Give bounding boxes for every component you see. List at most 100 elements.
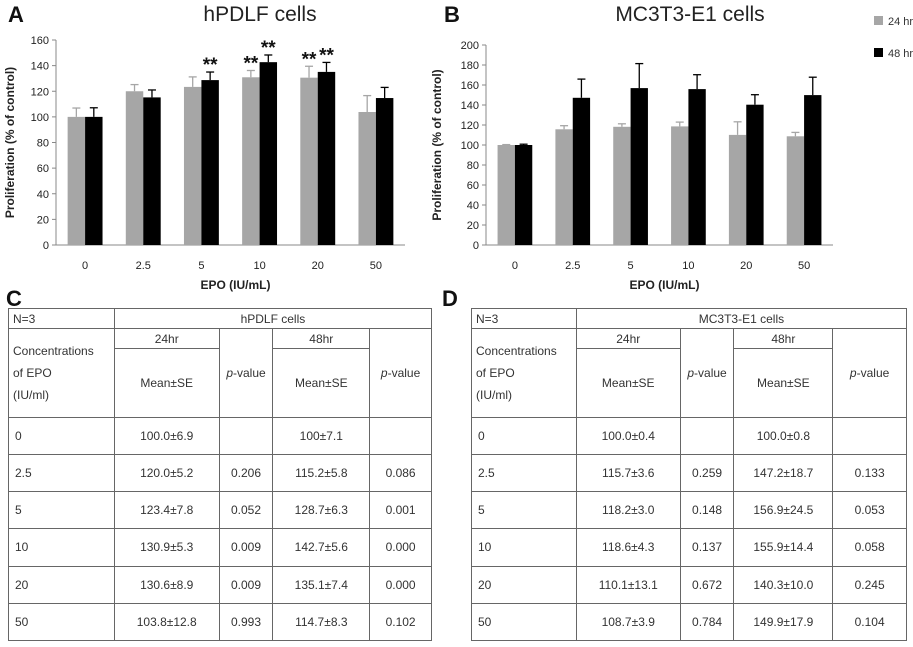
table-c-cell-p-24: 0.052 xyxy=(218,491,274,530)
table-c-cell-conc: 20 xyxy=(8,565,115,604)
table-d-cell-p-24 xyxy=(679,416,735,455)
table-c-conc-line1: Concentrations xyxy=(13,343,94,358)
table-d-cell-conc: 5 xyxy=(471,491,577,530)
chart-0-significance-marker: ** xyxy=(319,45,334,66)
table-c-cell-conc: 0 xyxy=(8,416,115,455)
chart-1-y-axis-label: Proliferation (% of control) xyxy=(430,69,444,220)
chart-0-ytick-label: 160 xyxy=(31,35,49,47)
chart-0-bar-48hr xyxy=(317,71,336,245)
table-d-cell-p-48: 0.053 xyxy=(832,491,907,530)
table-d-row: 20 110.1±13.1 0.672 140.3±10.0 0.245 xyxy=(471,565,907,604)
table-c-mean-header-48: Mean±SE xyxy=(272,348,371,418)
legend-swatch-48hr xyxy=(874,48,883,57)
table-c-row: 2.5 120.0±5.2 0.206 115.2±5.8 0.086 xyxy=(8,453,432,493)
table-c-cell-mean-24: 130.6±8.9 xyxy=(113,565,220,604)
chart-1-xtick-label: 10 xyxy=(682,260,694,272)
table-d-row: 5 118.2±3.0 0.148 156.9±24.5 0.053 xyxy=(471,491,907,530)
chart-0-xtick-label: 0 xyxy=(82,260,88,272)
chart-1-bar-24hr xyxy=(728,134,747,245)
table-c-cell-p-24: 0.009 xyxy=(218,528,274,567)
table-d-cell-mean-24: 110.1±13.1 xyxy=(575,565,681,604)
table-d-cell-mean-24: 100.0±0.4 xyxy=(575,416,681,455)
chart-0-significance-marker: ** xyxy=(203,55,218,76)
table-d-cell-mean-48: 149.9±17.9 xyxy=(733,602,834,642)
chart-0-xtick-label: 10 xyxy=(253,260,265,272)
table-c-pvalue-header-24: p-value xyxy=(218,328,274,418)
table-c-cell-conc: 2.5 xyxy=(8,453,115,493)
table-c-24hr-header: 24hr xyxy=(113,328,220,350)
legend-label-48hr: 48 hr xyxy=(888,48,913,60)
table-d-cell-conc: 10 xyxy=(471,528,577,567)
table-c-cell-conc: 5 xyxy=(8,491,115,530)
table-d-cell-mean-48: 140.3±10.0 xyxy=(733,565,834,604)
chart-1-bar-48hr xyxy=(688,89,706,245)
chart-0-xtick-label: 2.5 xyxy=(136,260,151,272)
chart-0-ytick-label: 40 xyxy=(37,189,49,201)
table-d-cells-header: MC3T3-E1 cells xyxy=(575,307,908,330)
table-c-cell-mean-48: 115.2±5.8 xyxy=(272,453,371,493)
table-c-row: 50 103.8±12.8 0.993 114.7±8.3 0.102 xyxy=(8,602,432,642)
panel-label-d: D xyxy=(442,286,458,311)
chart-0-ytick-label: 80 xyxy=(37,138,49,150)
chart-1-bar-24hr xyxy=(786,136,805,245)
table-d-cell-mean-48: 100.0±0.8 xyxy=(733,416,834,455)
chart-0-bar-48hr xyxy=(375,98,394,246)
chart-1-bar-48hr xyxy=(746,104,764,245)
table-d-cell-mean-48: 155.9±14.4 xyxy=(733,528,834,567)
chart-0-ytick-label: 100 xyxy=(31,112,49,124)
chart-1-ytick-label: 120 xyxy=(461,120,479,132)
table-c-row: 10 130.9±5.3 0.009 142.7±5.6 0.000 xyxy=(8,528,432,567)
chart-1-xtick-label: 20 xyxy=(740,260,752,272)
table-c-conc-line3: (IU/ml) xyxy=(13,387,49,402)
chart-1-ytick-label: 20 xyxy=(467,220,479,232)
chart-0-xtick-label: 20 xyxy=(312,260,324,272)
table-c-cell-p-48: 0.102 xyxy=(369,602,432,642)
chart-1-ytick-label: 200 xyxy=(461,40,479,52)
table-c-cell-mean-24: 130.9±5.3 xyxy=(113,528,220,567)
chart-0-bar-24hr xyxy=(183,86,202,245)
chart-0-ytick-label: 140 xyxy=(31,61,49,73)
table-c-48hr-header: 48hr xyxy=(272,328,371,350)
chart-0-x-axis-label: EPO (IU/mL) xyxy=(200,278,270,292)
chart-1-bar-24hr xyxy=(555,129,573,245)
table-d-cell-p-24: 0.148 xyxy=(679,491,735,530)
chart-0-bar-48hr xyxy=(201,80,219,246)
table-d-cell-mean-24: 115.7±3.6 xyxy=(575,453,681,493)
table-d-48hr-header: 48hr xyxy=(733,328,834,350)
table-c-cell-p-24: 0.993 xyxy=(218,602,274,642)
legend-label-24hr: 24 hr xyxy=(888,16,913,28)
chart-1-ytick-label: 100 xyxy=(461,140,479,152)
chart-0-bar-48hr xyxy=(259,62,278,246)
chart-1-ytick-label: 60 xyxy=(467,180,479,192)
table-d-cell-p-24: 0.137 xyxy=(679,528,735,567)
table-c-n: N=3 xyxy=(8,307,115,330)
chart-0-bar-24hr xyxy=(358,112,376,245)
chart-0-ytick-label: 60 xyxy=(37,163,49,175)
table-d-cell-p-24: 0.259 xyxy=(679,453,735,493)
table-c: N=3 hPDLF cells Concentrations of EPO (I… xyxy=(8,307,433,642)
table-d-pvalue-header-24: p-value xyxy=(679,328,735,418)
chart-1-xtick-label: 0 xyxy=(512,260,518,272)
table-c-cell-mean-48: 114.7±8.3 xyxy=(272,602,371,642)
table-d-mean-header-48: Mean±SE xyxy=(733,348,834,418)
chart-0-ytick-label: 20 xyxy=(37,214,49,226)
chart-0-y-axis-label: Proliferation (% of control) xyxy=(3,67,17,218)
table-d-conc-line1: Concentrations xyxy=(476,343,557,358)
panel-label-b: B xyxy=(444,2,460,27)
chart-0-bar-24hr xyxy=(67,116,86,245)
table-d-row: 2.5 115.7±3.6 0.259 147.2±18.7 0.133 xyxy=(471,453,907,493)
chart-0-bar-24hr xyxy=(242,77,260,245)
chart-1-bar-24hr xyxy=(671,126,689,245)
panel-label-c: C xyxy=(6,286,22,311)
chart-1-bar-24hr xyxy=(613,126,631,245)
chart-1-ytick-label: 40 xyxy=(467,200,479,212)
table-d-mean-header-24: Mean±SE xyxy=(575,348,681,418)
chart-0-significance-marker: ** xyxy=(302,49,317,70)
chart-1-bar-24hr xyxy=(497,145,515,245)
table-d-cell-p-24: 0.784 xyxy=(679,602,735,642)
table-c-conc-line2: of EPO xyxy=(13,365,52,380)
table-d: N=3 MC3T3-E1 cells Concentrations of EPO… xyxy=(471,307,908,642)
table-d-cell-mean-48: 147.2±18.7 xyxy=(733,453,834,493)
table-d-cell-p-24: 0.672 xyxy=(679,565,735,604)
table-d-cell-conc: 0 xyxy=(471,416,577,455)
